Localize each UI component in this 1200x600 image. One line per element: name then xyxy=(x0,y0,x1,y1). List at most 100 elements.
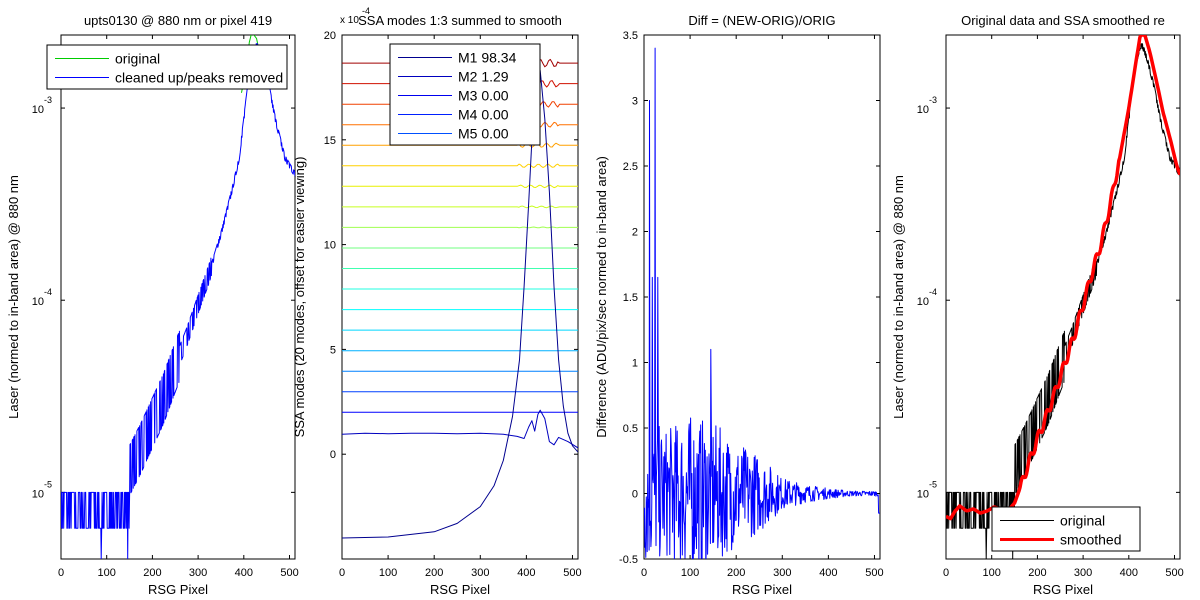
x-tick-label: 400 xyxy=(235,567,253,579)
legend: M1 98.34 M2 1.29 M3 0.00 M4 0.00 M5 0.00 xyxy=(389,43,541,146)
x-tick-label: 300 xyxy=(773,567,791,579)
x-tick-label: 300 xyxy=(189,567,207,579)
y-tick-label-base: 10 xyxy=(917,104,929,116)
plot-frame xyxy=(341,34,579,560)
x-tick-label: 0 xyxy=(943,567,949,579)
series-original xyxy=(946,43,1180,559)
y-tick-label: 20 xyxy=(324,30,336,42)
x-tick-label: 200 xyxy=(425,567,443,579)
y-tick-label-exponent: -3 xyxy=(44,95,52,105)
x-tick-label: 400 xyxy=(819,567,837,579)
chart-3-axes: 0 100 200 300 400 500-0.500.511.522.533.5Diff… xyxy=(594,13,884,597)
x-axis-label: RSG Pixel xyxy=(1033,582,1093,597)
x-tick-label: 300 xyxy=(471,567,489,579)
x-tick-label: 300 xyxy=(1074,567,1092,579)
x-tick-label: 500 xyxy=(1165,567,1183,579)
y-tick-label-base: 10 xyxy=(32,488,44,500)
series-mode-14 xyxy=(342,184,578,189)
axis-multiplier: x 10 xyxy=(340,15,359,26)
plot-area xyxy=(342,58,578,539)
chart-title: SSA modes 1:3 summed to smooth xyxy=(358,13,562,28)
x-tick-label: 100 xyxy=(379,567,397,579)
x-tick-label: 0 xyxy=(641,567,647,579)
x-axis-label: RSG Pixel xyxy=(148,582,208,597)
y-tick-label-exponent: -3 xyxy=(929,95,937,105)
series-mode-13 xyxy=(342,205,578,209)
y-tick-label: 1.5 xyxy=(623,292,638,304)
legend: original cleaned up/peaks removed xyxy=(46,44,288,90)
y-tick-label: -0.5 xyxy=(619,554,638,566)
y-tick-label: 2.5 xyxy=(623,161,638,173)
legend-label: cleaned up/peaks removed xyxy=(115,70,283,86)
y-tick-label-base: 10 xyxy=(917,296,929,308)
x-axis-label: RSG Pixel xyxy=(430,582,490,597)
y-axis-label: Difference (ADU/pix/sec normed to in-ban… xyxy=(594,156,609,438)
y-tick-label-exponent: -5 xyxy=(929,479,937,489)
x-tick-label: 100 xyxy=(681,567,699,579)
y-tick-label: 10 xyxy=(324,240,336,252)
y-tick-label-base: 10 xyxy=(32,104,44,116)
y-tick-label: 5 xyxy=(330,344,336,356)
legend-label: smoothed xyxy=(1060,532,1121,548)
y-tick-label: 0 xyxy=(330,449,336,461)
legend-label: original xyxy=(1060,513,1105,529)
y-axis-label: SSA modes (20 modes, offset for easier v… xyxy=(292,157,307,438)
series-mode-2 xyxy=(342,409,578,449)
legend-box xyxy=(389,43,541,146)
y-tick-label: 3 xyxy=(632,96,638,108)
x-axis-label: RSG Pixel xyxy=(732,582,792,597)
plot-frame xyxy=(643,34,881,560)
legend-box xyxy=(991,506,1141,552)
x-tick-label: 500 xyxy=(865,567,883,579)
x-tick-label: 0 xyxy=(58,567,64,579)
series-difference xyxy=(644,47,880,559)
y-tick-label-exponent: -4 xyxy=(929,287,937,297)
x-tick-label: 200 xyxy=(727,567,745,579)
x-tick-label: 400 xyxy=(1120,567,1138,579)
legend-label: original xyxy=(115,51,160,67)
series-smoothed xyxy=(946,35,1180,521)
chart-title: Diff = (NEW-ORIG)/ORIG xyxy=(688,13,835,28)
x-tick-label: 200 xyxy=(143,567,161,579)
plot-area xyxy=(644,47,880,559)
x-tick-label: 0 xyxy=(339,567,345,579)
y-tick-label-exponent: -5 xyxy=(44,479,52,489)
x-tick-label: 100 xyxy=(98,567,116,579)
chart-title: upts0130 @ 880 nm or pixel 419 xyxy=(84,13,272,28)
legend-box xyxy=(46,44,288,90)
legend: original smoothed xyxy=(991,506,1141,552)
y-tick-label-base: 10 xyxy=(917,488,929,500)
legend-label: M2 1.29 xyxy=(458,69,509,85)
axis-multiplier-exponent: -4 xyxy=(362,6,370,16)
x-tick-label: 500 xyxy=(563,567,581,579)
x-tick-label: 500 xyxy=(280,567,298,579)
x-tick-label: 200 xyxy=(1028,567,1046,579)
y-axis-label: Laser (normed to in-band area) @ 880 nm xyxy=(6,175,21,419)
legend-label: M4 0.00 xyxy=(458,107,509,123)
x-tick-label: 100 xyxy=(983,567,1001,579)
y-tick-label: 15 xyxy=(324,135,336,147)
y-tick-label: 0.5 xyxy=(623,423,638,435)
series-mode-12 xyxy=(342,226,578,229)
y-tick-label: 1 xyxy=(632,358,638,370)
chart-2-axes: 0 100 200 300 400 500 0 5 10 15 20 SSA modes 1:3 su… xyxy=(292,6,582,597)
y-tick-label-exponent: -4 xyxy=(44,287,52,297)
plot-frame xyxy=(945,34,1181,560)
legend-label: M5 0.00 xyxy=(458,126,509,142)
series-mode-15 xyxy=(342,163,578,168)
y-tick-label: 2 xyxy=(632,227,638,239)
chart-title: Original data and SSA smoothed re xyxy=(961,13,1165,28)
plot-frame xyxy=(60,34,296,560)
x-tick-label: 400 xyxy=(517,567,535,579)
y-tick-label: 0 xyxy=(632,489,638,501)
y-tick-label-base: 10 xyxy=(32,296,44,308)
y-tick-label: 3.5 xyxy=(623,30,638,42)
legend-label: M1 98.34 xyxy=(458,50,517,66)
y-axis-label: Laser (normed to in-band area) @ 880 nm xyxy=(891,175,906,419)
plot-area xyxy=(946,35,1180,559)
legend-label: M3 0.00 xyxy=(458,88,509,104)
